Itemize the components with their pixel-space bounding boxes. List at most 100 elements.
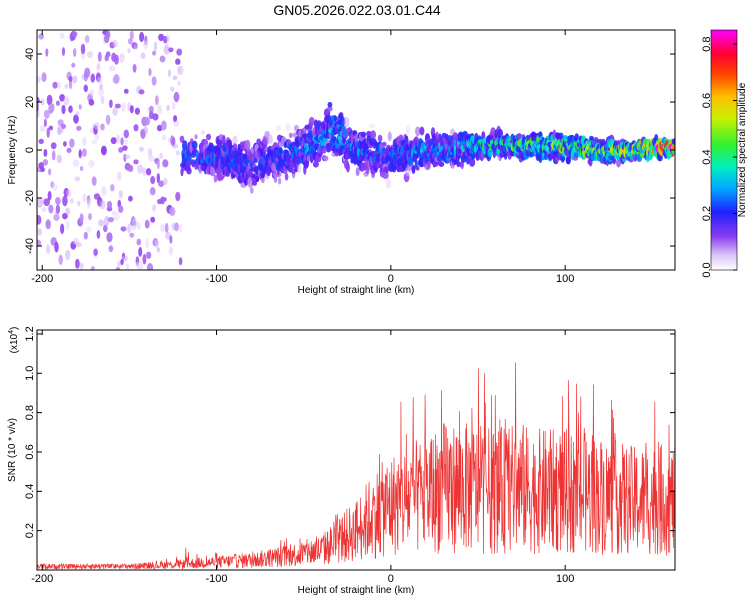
spectrogram-cell — [232, 135, 238, 146]
spectrogram-cell — [65, 220, 70, 230]
spectrogram-cell — [56, 154, 62, 164]
spectrogram-cell — [37, 198, 43, 208]
spectrogram-cell — [138, 246, 143, 257]
spectrogram-cell — [59, 32, 65, 40]
snr-panel: -200 -100 0 100 0.2 0.4 0.6 0.8 1.0 1.2 Height o… — [7, 326, 676, 596]
spectrogram-cell — [113, 211, 120, 221]
spectrogram-cell — [381, 141, 387, 147]
spectrogram-cell — [118, 205, 124, 214]
spectrogram-cell — [78, 149, 82, 159]
spectrogram-cell — [291, 168, 296, 174]
y-tick-label: 0.8 — [24, 405, 36, 420]
spectrogram-cell — [65, 207, 71, 216]
spectrogram-cell — [343, 116, 350, 128]
spectrogram-cell — [66, 147, 72, 153]
spectrogram-cell — [96, 230, 101, 239]
spectrogram-cell — [37, 228, 42, 236]
spectrogram-cell — [379, 163, 384, 170]
spectrogram-cell — [308, 116, 315, 127]
spectrogram-cell — [496, 128, 504, 138]
spectrogram-cell — [86, 51, 94, 58]
spectrogram-cell — [152, 50, 157, 56]
spectrogram-cell — [129, 105, 134, 114]
y-tick-label: 40 — [24, 48, 36, 60]
spectrogram-cell — [105, 51, 111, 58]
spectrogram-cell — [93, 248, 98, 256]
spectrogram-cell — [156, 173, 160, 184]
spectrogram-cell — [50, 103, 55, 113]
spectrogram-cell — [62, 195, 68, 207]
spectrogram-cell — [39, 125, 46, 133]
spectrogram-cell — [110, 137, 117, 145]
spectrogram-cell — [137, 164, 144, 174]
spectrogram-cell — [100, 95, 105, 105]
spectrogram-cell — [75, 242, 82, 248]
spectrogram-cell — [68, 105, 73, 113]
spectrogram-cell — [161, 120, 167, 131]
snr-series-line — [37, 362, 675, 570]
spectrogram-cell — [405, 125, 410, 136]
spectrogram-cell — [133, 124, 139, 132]
spectrogram-cell — [127, 164, 134, 172]
spectrogram-cell — [58, 254, 63, 265]
spectrogram-cell — [124, 139, 128, 145]
spectrogram-cell — [120, 226, 127, 232]
spectrogram-cell — [327, 101, 333, 108]
y-tick-label: -40 — [24, 238, 36, 254]
spectrogram-cell — [161, 134, 167, 141]
spectrogram-cell — [205, 133, 212, 141]
spectrogram-cell — [43, 148, 48, 157]
spectrogram-cell — [120, 137, 124, 146]
spectrogram-cell — [48, 168, 52, 176]
spectrogram-cell — [144, 116, 150, 126]
spectrogram-cell — [119, 52, 125, 64]
spectrogram-cell — [177, 80, 181, 86]
spectrogram-cell — [173, 91, 180, 103]
spectrogram-cell — [142, 253, 147, 265]
spectrogram-cell — [46, 94, 53, 106]
spectrogram-cell — [43, 198, 50, 207]
spectrogram-cell — [339, 116, 346, 127]
spectrogram-cell — [112, 39, 118, 48]
spectrogram-cell — [101, 186, 107, 196]
spectrogram-cell — [143, 126, 149, 135]
spectrogram-cell — [73, 114, 79, 124]
spectrogram-cell — [176, 48, 183, 56]
spectrogram-cell — [136, 222, 141, 230]
spectrogram-cell — [312, 161, 319, 168]
spectrogram-cell — [90, 265, 95, 270]
spectrogram-cell — [64, 83, 69, 90]
spectrogram-cell — [74, 176, 81, 182]
spectrogram-cell — [124, 154, 131, 160]
spectrogram-cell — [76, 125, 82, 131]
colorbar-ticks: 0.0 0.2 0.4 0.6 0.8 — [701, 36, 737, 278]
colorbar-tick-label: 0.0 — [701, 262, 713, 277]
spectrogram-cell — [52, 183, 58, 191]
snr-multiplier-base: (x10 — [9, 333, 20, 353]
spectrogram-cell — [94, 122, 100, 130]
spectrogram-cell — [172, 75, 178, 81]
spectrogram-cell — [147, 147, 153, 158]
spectrogram-cell — [77, 200, 81, 207]
x-tick-label: -200 — [31, 573, 53, 585]
spectrogram-cell — [146, 263, 154, 270]
spectrogram-cell — [57, 81, 62, 90]
spectrogram-cell — [144, 219, 150, 229]
spectrogram-cell — [78, 104, 82, 110]
spectrogram-cell — [75, 258, 80, 269]
spectrogram-cell — [175, 191, 181, 202]
spectrogram-cell — [129, 232, 135, 238]
spectrogram-cell — [159, 55, 166, 63]
spectrogram-cell — [84, 34, 90, 44]
spectrogram-cell — [559, 132, 564, 140]
spectrogram-cell — [285, 123, 291, 132]
y-tick-label: -20 — [24, 190, 36, 206]
spectrogram-cell — [152, 113, 159, 121]
spectrogram-cell — [37, 215, 42, 225]
spectrogram-cell — [145, 238, 150, 249]
spectrogram-cell — [450, 128, 455, 135]
spectrogram-cell — [139, 146, 145, 152]
spectrogram-cell — [46, 127, 50, 138]
